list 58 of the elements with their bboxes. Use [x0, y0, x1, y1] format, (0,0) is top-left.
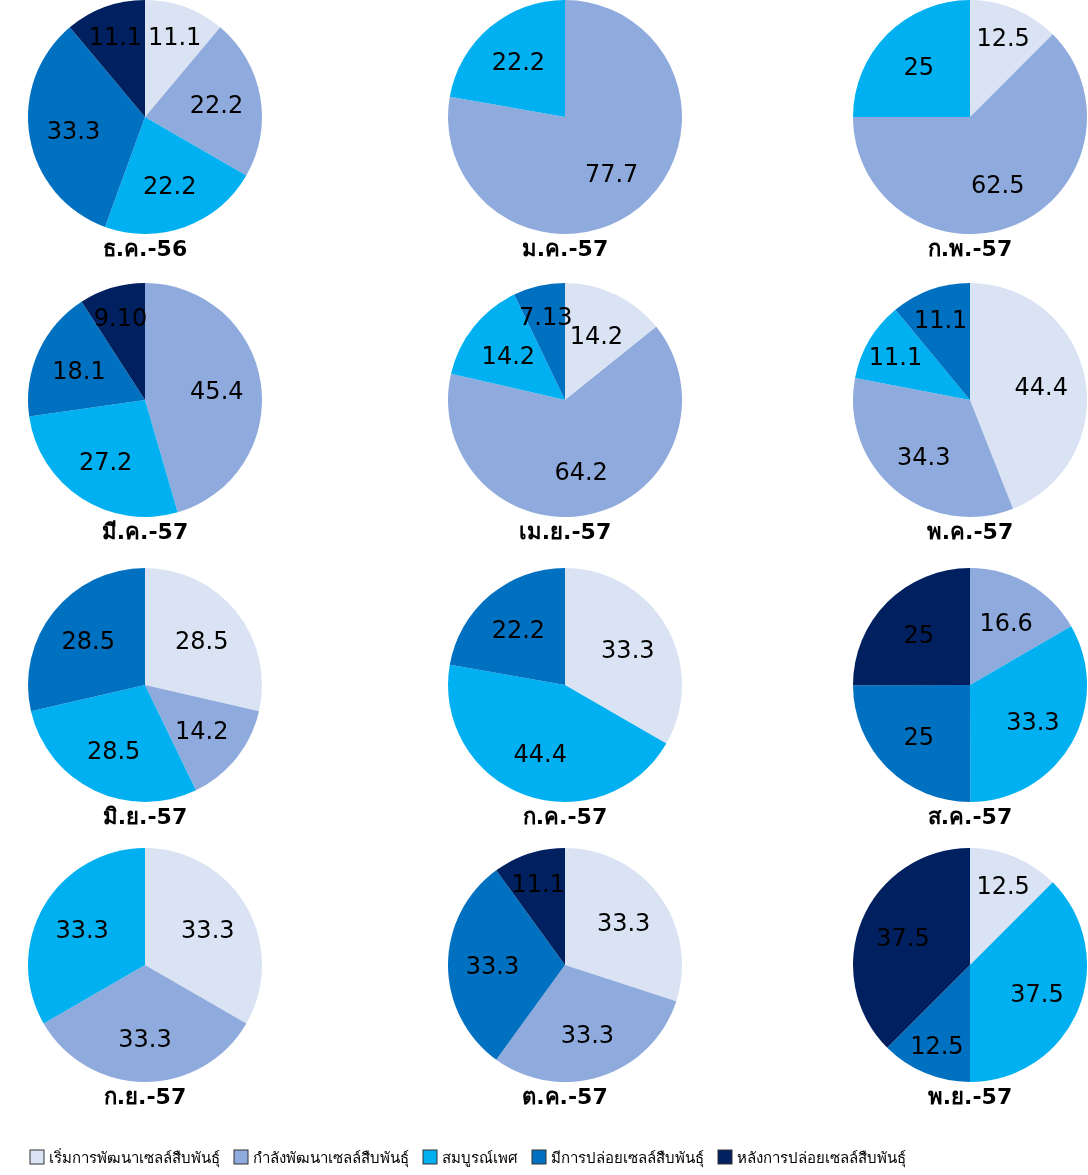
data-label: 33.3 [560, 1020, 615, 1049]
data-label: 14.2 [481, 341, 536, 370]
text: มี.ค.-57 [101, 519, 189, 544]
data-label: 33.3 [465, 952, 520, 980]
text: เม.ย.-57 [518, 519, 612, 544]
data-label: 28.5 [61, 626, 115, 655]
data-label: 27.2 [78, 447, 133, 476]
data-label: 22.2 [491, 48, 546, 77]
data-label: 25 [903, 620, 934, 649]
data-label: 25 [903, 52, 934, 81]
text: มิ.ย.-57 [102, 804, 188, 829]
data-label: 12.5 [976, 24, 1030, 53]
data-label: 33.3 [55, 915, 109, 944]
text: ก.พ.-57 [927, 236, 1013, 261]
data-label: 62.5 [971, 171, 1025, 200]
data-label: 28.5 [86, 737, 141, 766]
data-label: 11.1 [147, 22, 202, 51]
data-label: 33.3 [46, 116, 101, 145]
text: ม.ค.-57 [521, 236, 609, 261]
text: ธ.ค.-56 [102, 236, 188, 261]
data-label: 33.3 [596, 909, 651, 938]
data-label: 37.5 [1010, 979, 1064, 1008]
data-label: 18.1 [52, 356, 106, 385]
data-label: 16.6 [979, 609, 1033, 638]
text: ก.ย.-57 [103, 1084, 187, 1109]
text: พ.ย.-57 [927, 1084, 1013, 1109]
data-label: 64.2 [554, 457, 608, 486]
data-label: 12.5 [976, 872, 1030, 901]
data-label: 14.2 [175, 717, 229, 746]
data-label: 22.2 [143, 172, 197, 201]
text: ส.ค.-57 [927, 804, 1013, 829]
data-label: 44.4 [1014, 373, 1068, 402]
data-label: 11.1 [868, 342, 923, 371]
data-label: 22.2 [491, 616, 546, 645]
data-label: 34.3 [897, 442, 951, 471]
data-label: 45.4 [190, 376, 244, 405]
data-label: 11.1 [88, 22, 143, 51]
data-label: 25 [903, 723, 935, 752]
data-label: 77.7 [584, 159, 639, 188]
data-label: 33.3 [1006, 708, 1060, 737]
data-label: 44.4 [513, 740, 567, 769]
legend-label: สมบูรณ์เพศ [442, 1149, 518, 1167]
data-label: 11.1 [913, 305, 968, 334]
legend-label: กำลังพัฒนาเซลล์สืบพันธุ์ [253, 1149, 409, 1168]
text: ต.ค.-57 [522, 1084, 608, 1109]
data-label: 33.3 [601, 635, 655, 664]
legend-label: หลังการปล่อยเซลล์สืบพันธุ์ [737, 1149, 906, 1168]
data-label: 11.1 [511, 869, 565, 898]
legend-label: มีการปล่อยเซลล์สืบพันธุ์ [551, 1149, 704, 1168]
text: ก.ค.-57 [522, 804, 608, 829]
text: พ.ค.-57 [926, 519, 1014, 544]
data-label: 22.2 [189, 91, 244, 120]
data-label: 33.3 [181, 915, 235, 944]
data-label: 28.5 [175, 626, 229, 655]
data-label: 12.5 [910, 1031, 964, 1060]
data-label: 37.5 [876, 924, 930, 953]
data-label: 33.3 [118, 1024, 172, 1053]
legend-label: เริ่มการพัฒนาเซลล์สืบพันธุ์ [49, 1147, 220, 1168]
